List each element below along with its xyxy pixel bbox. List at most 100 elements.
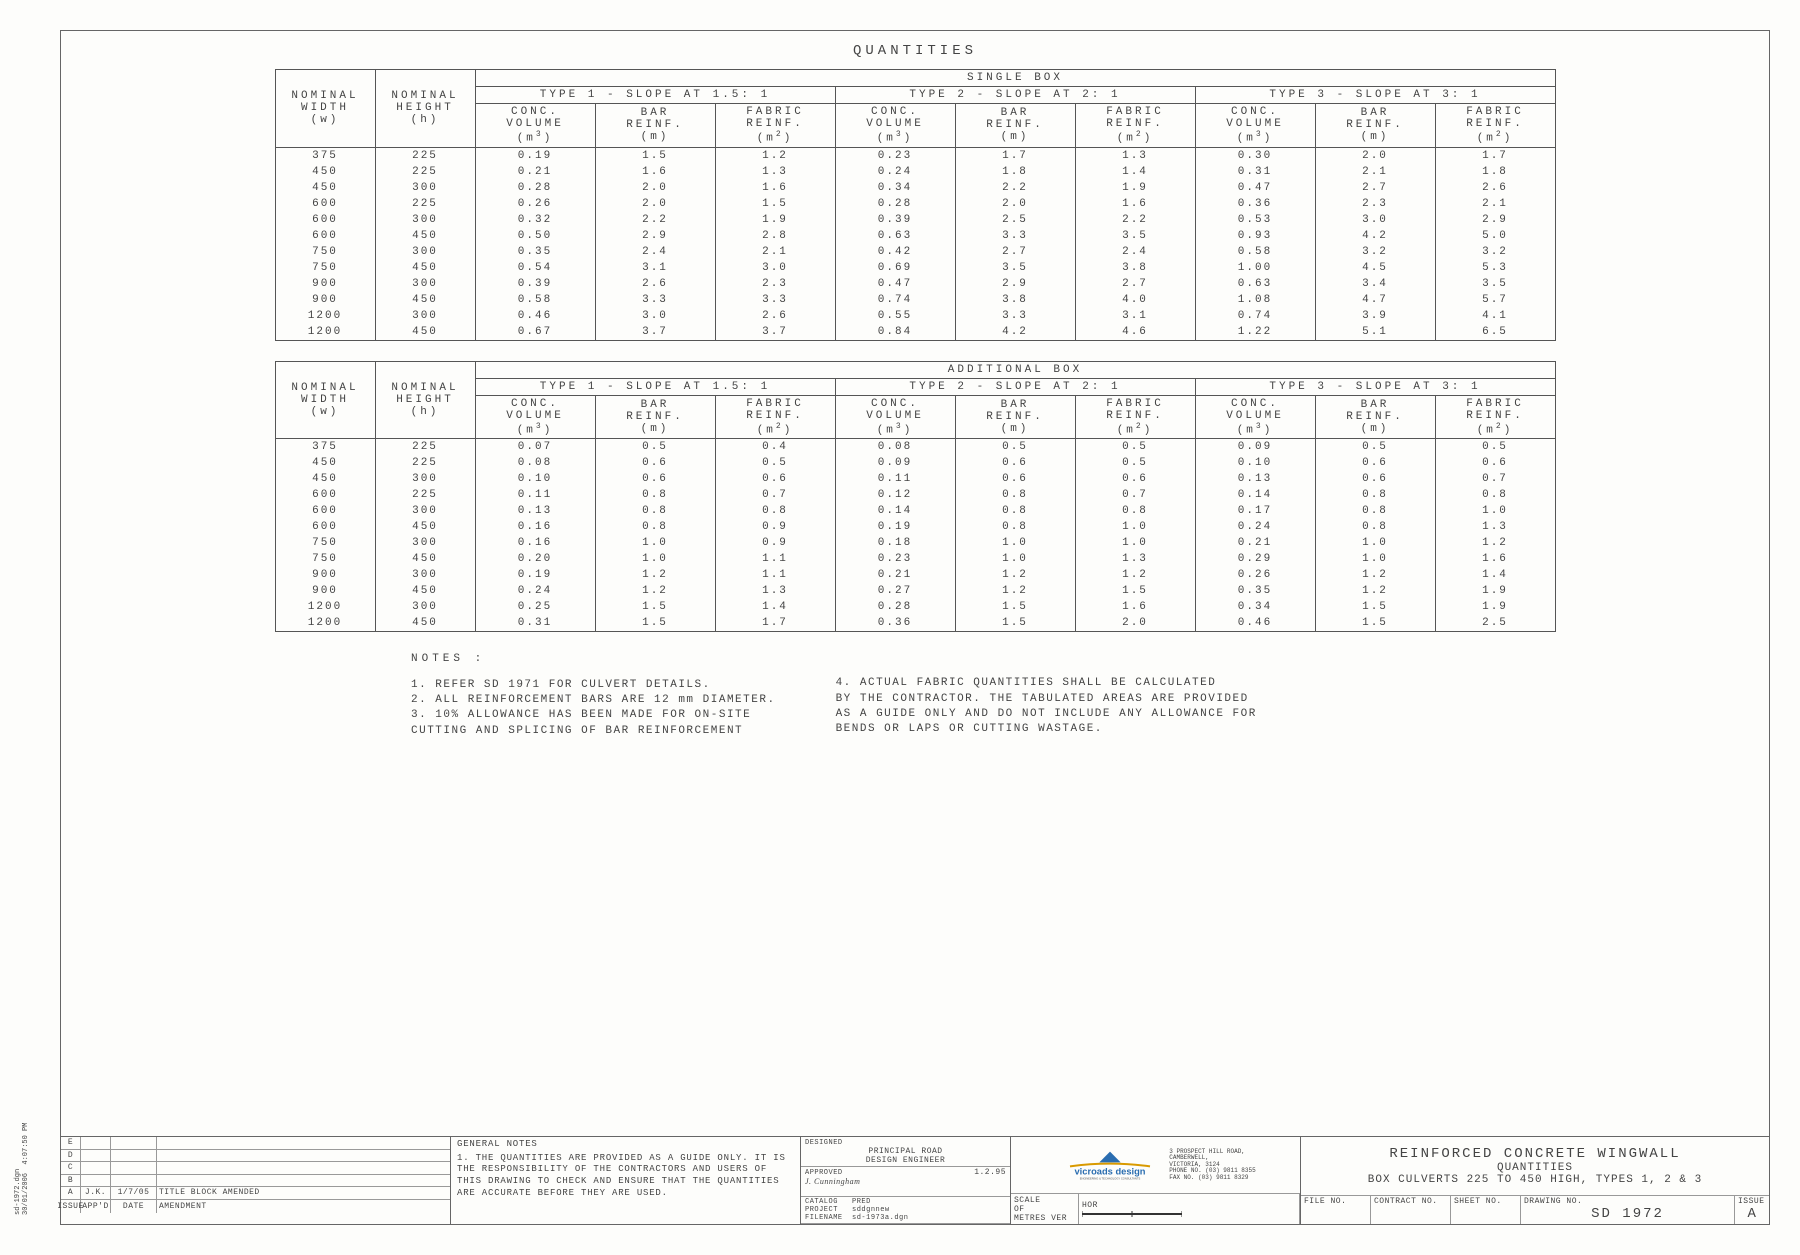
sub-hdr: BARREINF.(m) xyxy=(595,395,715,439)
data-cell: 0.9 xyxy=(715,519,835,535)
data-cell: 0.8 xyxy=(1435,487,1555,503)
data-cell: 0.5 xyxy=(1435,439,1555,456)
rev-amendment xyxy=(157,1175,450,1187)
data-cell: 1200 xyxy=(275,615,375,632)
data-cell: 1.8 xyxy=(1435,164,1555,180)
data-cell: 0.19 xyxy=(475,147,595,164)
type-hdr: TYPE 3 - SLOPE AT 3: 1 xyxy=(1195,378,1555,395)
qty-table: NOMINALWIDTH(w)NOMINALHEIGHT(h)SINGLE BO… xyxy=(275,69,1556,341)
data-cell: 2.0 xyxy=(955,196,1075,212)
data-cell: 0.8 xyxy=(955,487,1075,503)
data-cell: 0.9 xyxy=(715,535,835,551)
data-cell: 300 xyxy=(375,471,475,487)
rev-issue: C xyxy=(61,1162,81,1174)
data-cell: 600 xyxy=(275,487,375,503)
data-cell: 0.28 xyxy=(835,599,955,615)
data-cell: 3.0 xyxy=(1315,212,1435,228)
data-cell: 2.3 xyxy=(715,276,835,292)
scale-label: SCALE xyxy=(1014,1196,1075,1205)
data-cell: 0.29 xyxy=(1195,551,1315,567)
of-label: OF xyxy=(1014,1205,1075,1214)
data-cell: 0.84 xyxy=(835,324,955,341)
data-cell: 225 xyxy=(375,196,475,212)
data-cell: 0.8 xyxy=(1075,503,1195,519)
data-cell: 0.6 xyxy=(1435,455,1555,471)
data-cell: 0.10 xyxy=(475,471,595,487)
notes-right: 4. ACTUAL FABRIC QUANTITIES SHALL BE CAL… xyxy=(836,676,1257,738)
data-cell: 900 xyxy=(275,292,375,308)
data-cell: 0.63 xyxy=(835,228,955,244)
rev-amendment xyxy=(157,1137,450,1149)
data-cell: 1.6 xyxy=(1075,196,1195,212)
scalebar-icon xyxy=(1082,1210,1182,1218)
issue-val: A xyxy=(1738,1206,1766,1222)
data-cell: 1.3 xyxy=(715,164,835,180)
data-cell: 2.5 xyxy=(1435,615,1555,632)
data-cell: 0.34 xyxy=(1195,599,1315,615)
scale-val: HOR xyxy=(1082,1201,1296,1210)
gen-notes-title: GENERAL NOTES xyxy=(457,1139,794,1151)
data-cell: 0.21 xyxy=(835,567,955,583)
data-cell: 1.9 xyxy=(1435,599,1555,615)
data-cell: 225 xyxy=(375,439,475,456)
data-cell: 0.8 xyxy=(1315,487,1435,503)
data-cell: 1.7 xyxy=(715,615,835,632)
data-cell: 2.9 xyxy=(595,228,715,244)
data-cell: 300 xyxy=(375,535,475,551)
notes-title: NOTES : xyxy=(411,652,776,667)
data-cell: 0.8 xyxy=(595,503,715,519)
single-box-table: NOMINALWIDTH(w)NOMINALHEIGHT(h)SINGLE BO… xyxy=(61,69,1769,341)
data-cell: 1.5 xyxy=(1075,583,1195,599)
sub-hdr: FABRICREINF.(m2) xyxy=(715,395,835,439)
data-cell: 0.69 xyxy=(835,260,955,276)
data-cell: 3.2 xyxy=(1315,244,1435,260)
data-cell: 0.74 xyxy=(835,292,955,308)
box-header: ADDITIONAL BOX xyxy=(475,361,1555,378)
data-cell: 1.3 xyxy=(1075,551,1195,567)
revision-table: E D C B A J.K. 1/7/05 TITLE BLOCK xyxy=(61,1137,451,1224)
data-cell: 3.2 xyxy=(1435,244,1555,260)
data-cell: 0.67 xyxy=(475,324,595,341)
data-cell: 375 xyxy=(275,439,375,456)
sub-hdr: BARREINF.(m) xyxy=(1315,395,1435,439)
data-cell: 0.5 xyxy=(1075,455,1195,471)
data-cell: 3.9 xyxy=(1315,308,1435,324)
data-cell: 0.46 xyxy=(1195,615,1315,632)
data-cell: 2.5 xyxy=(955,212,1075,228)
note-line: BY THE CONTRACTOR. THE TABULATED AREAS A… xyxy=(836,692,1257,707)
data-cell: 3.3 xyxy=(595,292,715,308)
sub-hdr: FABRICREINF.(m2) xyxy=(1435,104,1555,148)
data-cell: 0.24 xyxy=(475,583,595,599)
rev-hdr-date: DATE xyxy=(111,1200,157,1213)
designed-label: DESIGNED xyxy=(805,1139,1006,1147)
data-cell: 1.5 xyxy=(1315,615,1435,632)
data-cell: 1.4 xyxy=(715,599,835,615)
data-cell: 0.8 xyxy=(595,519,715,535)
data-cell: 1.08 xyxy=(1195,292,1315,308)
rev-date: 1/7/05 xyxy=(111,1187,157,1199)
data-cell: 0.24 xyxy=(1195,519,1315,535)
notes-block: NOTES : 1. REFER SD 1971 FOR CULVERT DET… xyxy=(411,652,1769,739)
data-cell: 2.1 xyxy=(1315,164,1435,180)
drawing-title-3: BOX CULVERTS 225 TO 450 HIGH, TYPES 1, 2… xyxy=(1303,1174,1767,1186)
data-cell: 0.16 xyxy=(475,535,595,551)
data-cell: 3.3 xyxy=(955,228,1075,244)
data-cell: 1.1 xyxy=(715,551,835,567)
data-cell: 6.5 xyxy=(1435,324,1555,341)
sub-hdr: CONC.VOLUME(m3) xyxy=(835,104,955,148)
note-line: BENDS OR LAPS OR CUTTING WASTAGE. xyxy=(836,722,1257,737)
data-cell: 0.93 xyxy=(1195,228,1315,244)
sheet-no-label: SHEET NO. xyxy=(1454,1197,1517,1206)
drawing-frame: QUANTITIES NOMINALWIDTH(w)NOMINALHEIGHT(… xyxy=(60,30,1770,1225)
data-cell: 1.9 xyxy=(1075,180,1195,196)
approved-label: APPROVED xyxy=(805,1169,843,1177)
issue-label: ISSUE xyxy=(1738,1197,1766,1206)
data-cell: 2.7 xyxy=(1075,276,1195,292)
data-cell: 1.6 xyxy=(1435,551,1555,567)
data-cell: 300 xyxy=(375,503,475,519)
filename-val: sd-1973a.dgn xyxy=(852,1214,908,1222)
type-hdr: TYPE 1 - SLOPE AT 1.5: 1 xyxy=(475,378,835,395)
data-cell: 3.0 xyxy=(715,260,835,276)
data-cell: 2.6 xyxy=(715,308,835,324)
data-cell: 300 xyxy=(375,244,475,260)
